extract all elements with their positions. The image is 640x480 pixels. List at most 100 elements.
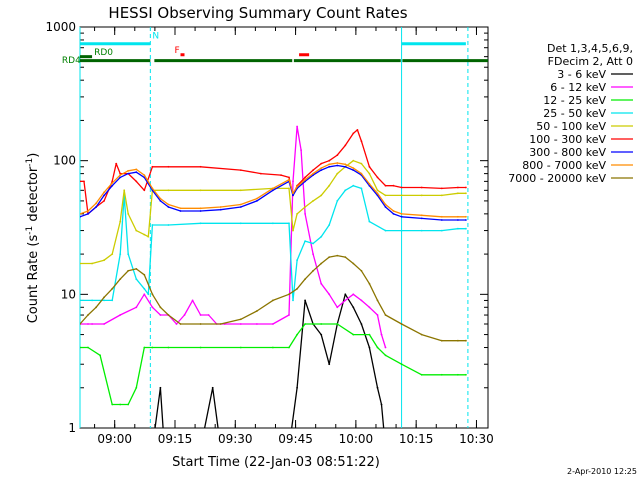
data-point <box>103 259 105 262</box>
data-point <box>260 172 262 175</box>
data-point <box>384 314 387 316</box>
data-point <box>207 314 210 316</box>
data-point <box>119 314 122 316</box>
data-point <box>336 323 339 325</box>
data-point <box>352 132 355 135</box>
data-point <box>440 187 443 190</box>
data-point <box>127 172 130 175</box>
data-point <box>83 180 85 183</box>
data-point <box>99 354 101 357</box>
data-point <box>127 269 130 272</box>
data-point <box>420 229 423 232</box>
data-point <box>239 222 242 225</box>
data-point <box>292 229 294 232</box>
data-point <box>465 186 467 189</box>
data-point <box>288 178 290 181</box>
series-group <box>80 125 467 428</box>
data-point <box>143 287 146 290</box>
series-100-300-kev <box>80 129 466 215</box>
data-point <box>219 323 222 325</box>
data-point <box>376 176 379 179</box>
data-point <box>167 206 170 208</box>
data-point <box>368 172 371 175</box>
data-point <box>135 278 138 280</box>
data-point <box>312 269 314 272</box>
data-point <box>296 185 298 188</box>
data-point <box>288 222 290 225</box>
data-point <box>135 180 138 183</box>
data-point <box>312 200 314 202</box>
data-point <box>457 219 459 221</box>
data-point <box>400 363 403 366</box>
data-point <box>320 333 323 336</box>
data-point <box>352 306 355 309</box>
y-tick-label: 100 <box>53 154 76 168</box>
data-point <box>239 203 242 206</box>
data-point <box>147 293 150 296</box>
x-tick-label: 09:30 <box>218 432 253 446</box>
data-point <box>400 323 403 325</box>
data-point <box>328 163 331 166</box>
data-point <box>392 210 395 212</box>
annotation-rd4: RD4 <box>62 56 81 66</box>
series-7000-20000-kev <box>80 254 466 342</box>
data-point <box>239 346 242 349</box>
data-point <box>199 323 202 325</box>
series-800-7000-kev <box>80 162 466 218</box>
y-axis-label: Count Rate (s-1 detector-1) <box>25 153 41 324</box>
data-point <box>296 125 298 128</box>
data-point <box>143 174 146 177</box>
x-axis-label: Start Time (22-Jan-03 08:51:22) <box>172 455 380 470</box>
data-point <box>420 194 423 197</box>
data-point <box>91 323 93 325</box>
y-axis-label-main: Count Rate (s <box>26 235 41 324</box>
data-point <box>95 206 97 208</box>
data-point <box>376 299 379 302</box>
plot-frame <box>79 26 489 429</box>
data-point <box>312 253 314 256</box>
data-point <box>111 287 114 290</box>
data-point <box>304 240 306 243</box>
data-point <box>368 183 371 185</box>
data-point <box>457 192 459 195</box>
data-point <box>239 318 242 321</box>
data-point <box>288 176 290 179</box>
data-point <box>199 165 202 168</box>
data-point <box>167 314 170 316</box>
data-point <box>440 219 443 221</box>
data-point <box>91 299 93 302</box>
data-point <box>296 287 298 290</box>
x-tick-label: 10:00 <box>339 432 374 446</box>
data-point <box>292 299 294 302</box>
data-point <box>272 323 274 325</box>
data-point <box>304 323 306 325</box>
series-3-6-kev <box>154 293 385 428</box>
data-point <box>376 192 379 195</box>
data-point <box>135 386 138 389</box>
data-point <box>135 306 138 309</box>
legend-label-12-25-kev: 12 - 25 keV <box>543 94 606 107</box>
data-point <box>111 253 114 256</box>
data-point <box>376 314 379 316</box>
y-axis-label-sup2: -1 <box>25 158 35 167</box>
data-point <box>179 323 182 325</box>
y-axis-label-end: ) <box>26 153 41 158</box>
data-point <box>167 346 170 349</box>
data-point <box>143 233 146 236</box>
data-point <box>272 187 274 190</box>
data-point <box>352 333 355 336</box>
data-point <box>420 217 423 220</box>
data-point <box>392 213 395 215</box>
data-point <box>151 224 154 226</box>
data-point <box>392 184 395 187</box>
data-point <box>292 192 294 195</box>
data-point <box>239 206 242 208</box>
data-point <box>280 174 282 177</box>
x-tick-label: 09:00 <box>97 432 132 446</box>
data-point <box>420 214 423 217</box>
data-point <box>457 373 459 376</box>
data-point <box>304 178 306 181</box>
series-6-12-kev <box>80 125 387 348</box>
data-point <box>352 293 355 296</box>
data-point <box>320 323 323 325</box>
